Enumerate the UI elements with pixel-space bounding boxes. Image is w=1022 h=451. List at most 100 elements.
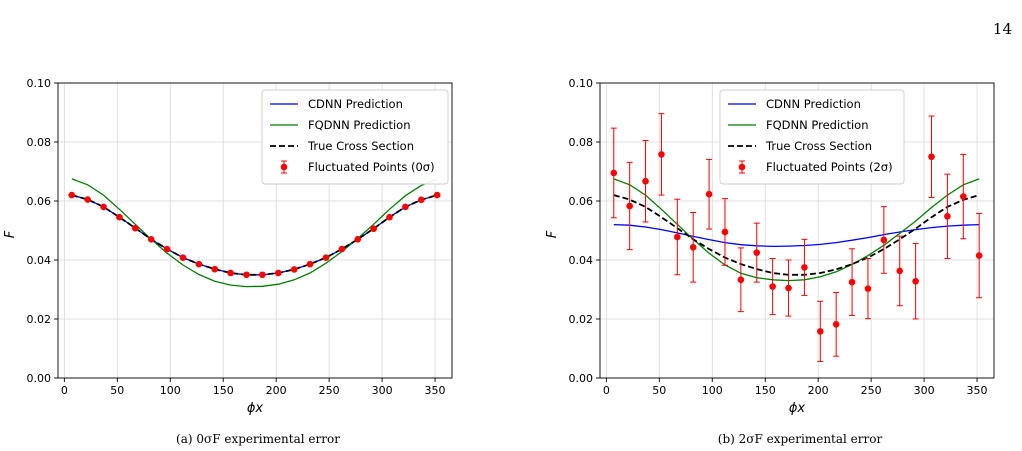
y-tick-label: 0.10 [569, 77, 594, 90]
data-point [817, 328, 824, 335]
data-point [163, 245, 171, 253]
y-tick-label: 0.06 [569, 195, 594, 208]
x-tick-label: 100 [702, 384, 723, 397]
data-point [370, 225, 377, 233]
data-point [642, 177, 649, 185]
data-point [195, 260, 203, 268]
data-point [959, 193, 967, 200]
y-tick-label: 0.08 [569, 136, 594, 149]
x-tick-label: 300 [372, 384, 393, 397]
data-point [880, 236, 888, 244]
legend-box [261, 89, 449, 185]
y-tick-label: 0.08 [27, 136, 52, 149]
chart-a-caption: (a) 0σF experimental error [176, 432, 340, 446]
x-tick-label: 300 [914, 384, 935, 397]
chart-b-caption: (b) 2σF experimental error [717, 432, 883, 446]
y-tick-label: 0.00 [569, 372, 594, 385]
legend-marker [280, 163, 288, 171]
y-tick-label: 0.04 [569, 254, 594, 267]
data-point [275, 269, 282, 277]
y-tick-label: 0.02 [569, 313, 594, 326]
data-point [737, 276, 745, 284]
plot-frame [57, 82, 453, 379]
data-point [848, 278, 856, 286]
data-point [322, 254, 330, 261]
data-point [259, 271, 266, 279]
data-point [912, 277, 919, 285]
data-point [433, 191, 441, 199]
y-tick-label: 0.04 [27, 254, 52, 267]
prediction-line [613, 178, 980, 282]
data-point [84, 196, 91, 203]
legend-label: True Cross Section [307, 139, 414, 153]
x-tick-label: 150 [213, 384, 234, 397]
y-tick-label: 0.00 [27, 372, 52, 385]
y-tick-label: 0.06 [27, 195, 52, 208]
y-tick-label: 0.10 [27, 77, 52, 90]
legend-label: CDNN Prediction [308, 97, 403, 111]
data-point [100, 203, 107, 211]
true-cross-section-line [613, 194, 980, 276]
data-point [928, 153, 935, 161]
data-point [610, 169, 618, 177]
x-tick-label: 0 [603, 384, 610, 397]
data-point [417, 196, 425, 204]
chart-panel-b: 0 50 100 150 200 250 300 350 0.00 0.02 0.04 0.06 0.0… [542, 70, 1022, 430]
x-tick-label: 50 [110, 384, 124, 397]
data-point [338, 245, 346, 253]
x-tick-label: 250 [861, 384, 882, 397]
data-point [211, 265, 219, 273]
data-point [626, 202, 633, 210]
data-point [290, 266, 298, 273]
data-point [896, 267, 904, 275]
x-tick-label: 350 [425, 384, 446, 397]
x-tick-label: 100 [160, 384, 181, 397]
x-tick-label: 250 [319, 384, 340, 397]
prediction-line [71, 178, 438, 288]
legend-box [719, 89, 905, 185]
data-point [753, 249, 761, 256]
legend-label: True Cross Section [765, 139, 872, 153]
chart-panel-a: 0 50 100 150 200 250 300 350 0.00 0.02 0.04 0.06 0.0… [0, 70, 480, 430]
data-point [721, 228, 729, 236]
data-point [386, 213, 393, 221]
legend-label: CDNN Prediction [766, 97, 861, 111]
x-tick-label: 150 [755, 384, 776, 397]
data-point [243, 271, 250, 279]
data-point [944, 213, 951, 220]
x-tick-label: 0 [61, 384, 68, 397]
data-point [801, 264, 808, 271]
data-point [306, 260, 314, 268]
data-point [179, 254, 187, 261]
page-number: 14 [992, 20, 1012, 38]
data-point [402, 203, 409, 211]
data-point [132, 224, 139, 232]
data-point [689, 244, 697, 251]
legend-label: Fluctuated Points (0σ) [308, 160, 435, 174]
data-point [68, 191, 76, 199]
legend-label: Fluctuated Points (2σ) [766, 160, 893, 174]
chart-b-svg: 0 50 100 150 200 250 300 350 0.00 0.02 0.04 0.06 0.0… [545, 77, 995, 416]
y-axis-label: F [3, 230, 18, 238]
legend-marker [738, 163, 746, 171]
data-point [354, 236, 362, 243]
x-tick-label: 350 [967, 384, 988, 397]
data-point [785, 284, 792, 292]
data-point [227, 269, 234, 277]
data-point [658, 151, 665, 158]
legend-label: FQDNN Prediction [766, 118, 869, 132]
x-tick-label: 200 [808, 384, 829, 397]
data-point [975, 252, 983, 259]
chart-a-svg: 0 50 100 150 200 250 300 350 0.00 0.02 0.04 0.06 0.0… [3, 77, 453, 416]
plot-frame [599, 82, 995, 379]
x-axis-label: ϕx [247, 401, 264, 416]
prediction-line [613, 223, 980, 248]
y-axis-label: F [545, 230, 560, 238]
data-point [147, 236, 155, 243]
legend-label: FQDNN Prediction [308, 118, 411, 132]
data-point [832, 321, 840, 328]
data-point [769, 283, 776, 290]
x-tick-label: 200 [266, 384, 287, 397]
x-axis-label: ϕx [789, 401, 806, 416]
data-point [864, 285, 872, 292]
